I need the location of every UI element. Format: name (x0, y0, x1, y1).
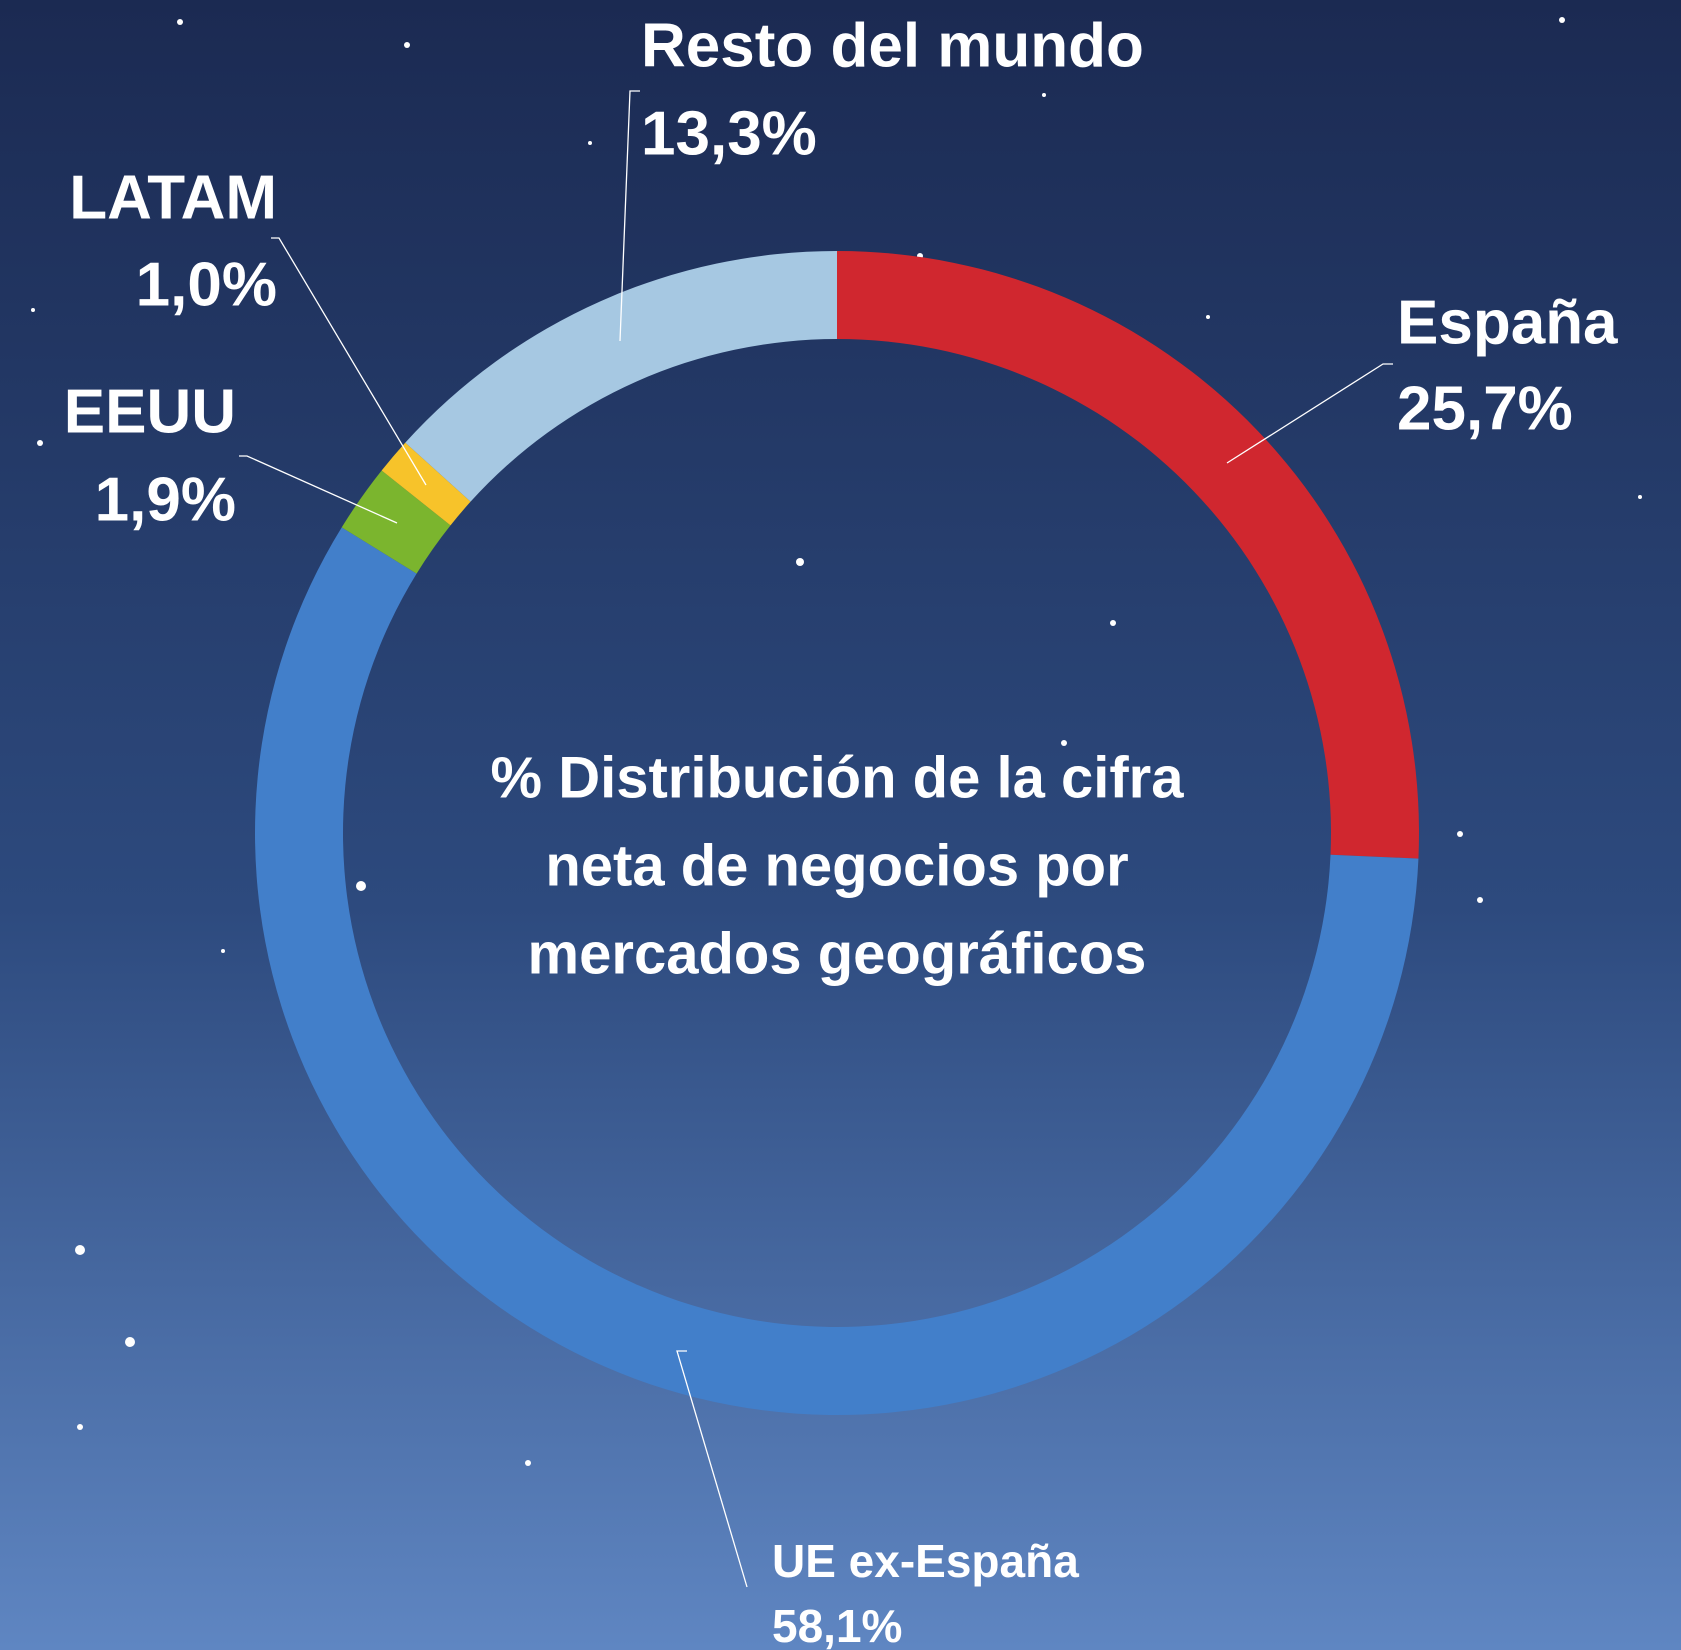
category-label: LATAM (69, 163, 277, 232)
category-label: EEUU (64, 377, 236, 446)
center-title: % Distribución de la cifra neta de negoci… (491, 745, 1185, 986)
category-label: Resto del mundo (641, 11, 1144, 80)
title-line: neta de negocios por (545, 833, 1128, 898)
title-line: % Distribución de la cifra (491, 745, 1185, 810)
chart: % Distribución de la cifra neta de negoci… (0, 0, 1681, 1650)
category-label: UE ex-España (772, 1535, 1079, 1587)
title-line: mercados geográficos (528, 921, 1147, 986)
value-label: 25,7% (1397, 374, 1573, 443)
value-label: 58,1% (772, 1600, 902, 1650)
value-label: 1,9% (95, 465, 236, 534)
category-label: España (1397, 288, 1618, 357)
value-label: 13,3% (641, 99, 817, 168)
value-label: 1,0% (136, 250, 277, 319)
